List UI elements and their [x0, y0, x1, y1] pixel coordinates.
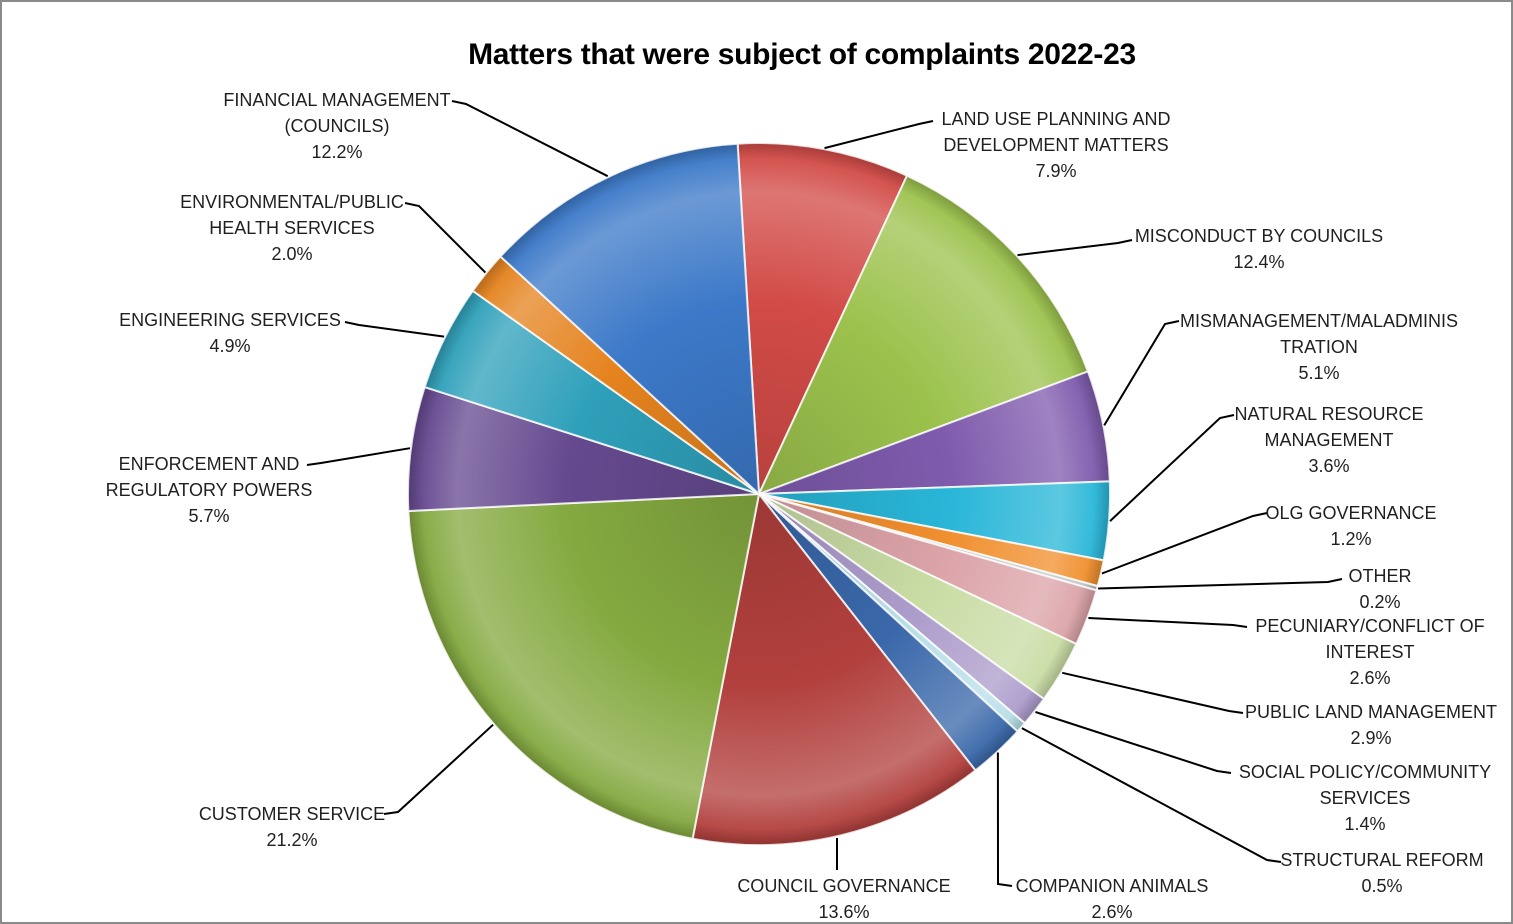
leader-line-pecuniary-conflict-of-interest [1088, 617, 1248, 628]
pie-slice-financial-management-councils[interactable] [499, 142, 760, 495]
leader-line-land-use-planning-and-development-matters [824, 120, 934, 150]
pie-slice-misconduct-by-councils[interactable] [758, 174, 1089, 495]
leader-line-social-policy-community-services [1035, 711, 1232, 774]
pie-slice-enforcement-and-regulatory-powers[interactable] [407, 386, 760, 512]
pie-slice-land-use-planning-and-development-matters[interactable] [736, 142, 908, 495]
leader-line-misconduct-by-councils [1017, 239, 1133, 257]
pie-slice-council-governance[interactable] [691, 493, 977, 846]
chart-title: Matters that were subject of complaints … [468, 38, 1136, 71]
leader-line-environmental-public-health-services [404, 202, 487, 274]
leader-line-natural-resource-management [1109, 414, 1235, 522]
pie-slice-customer-service[interactable] [407, 493, 760, 840]
leader-line-olg-governance [1101, 512, 1268, 575]
leader-line-enforcement-and-regulatory-powers [306, 447, 411, 466]
leader-line-structural-reform [1021, 727, 1282, 863]
leader-line-public-land-management [1061, 671, 1244, 714]
leader-line-financial-management-councils [451, 100, 609, 178]
leader-line-companion-animals [996, 752, 1013, 887]
leader-line-customer-service [383, 723, 494, 815]
leader-line-other [1098, 578, 1343, 590]
leader-line-mismanagement-maladministration [1103, 320, 1180, 426]
leader-line-engineering-services [344, 321, 445, 338]
